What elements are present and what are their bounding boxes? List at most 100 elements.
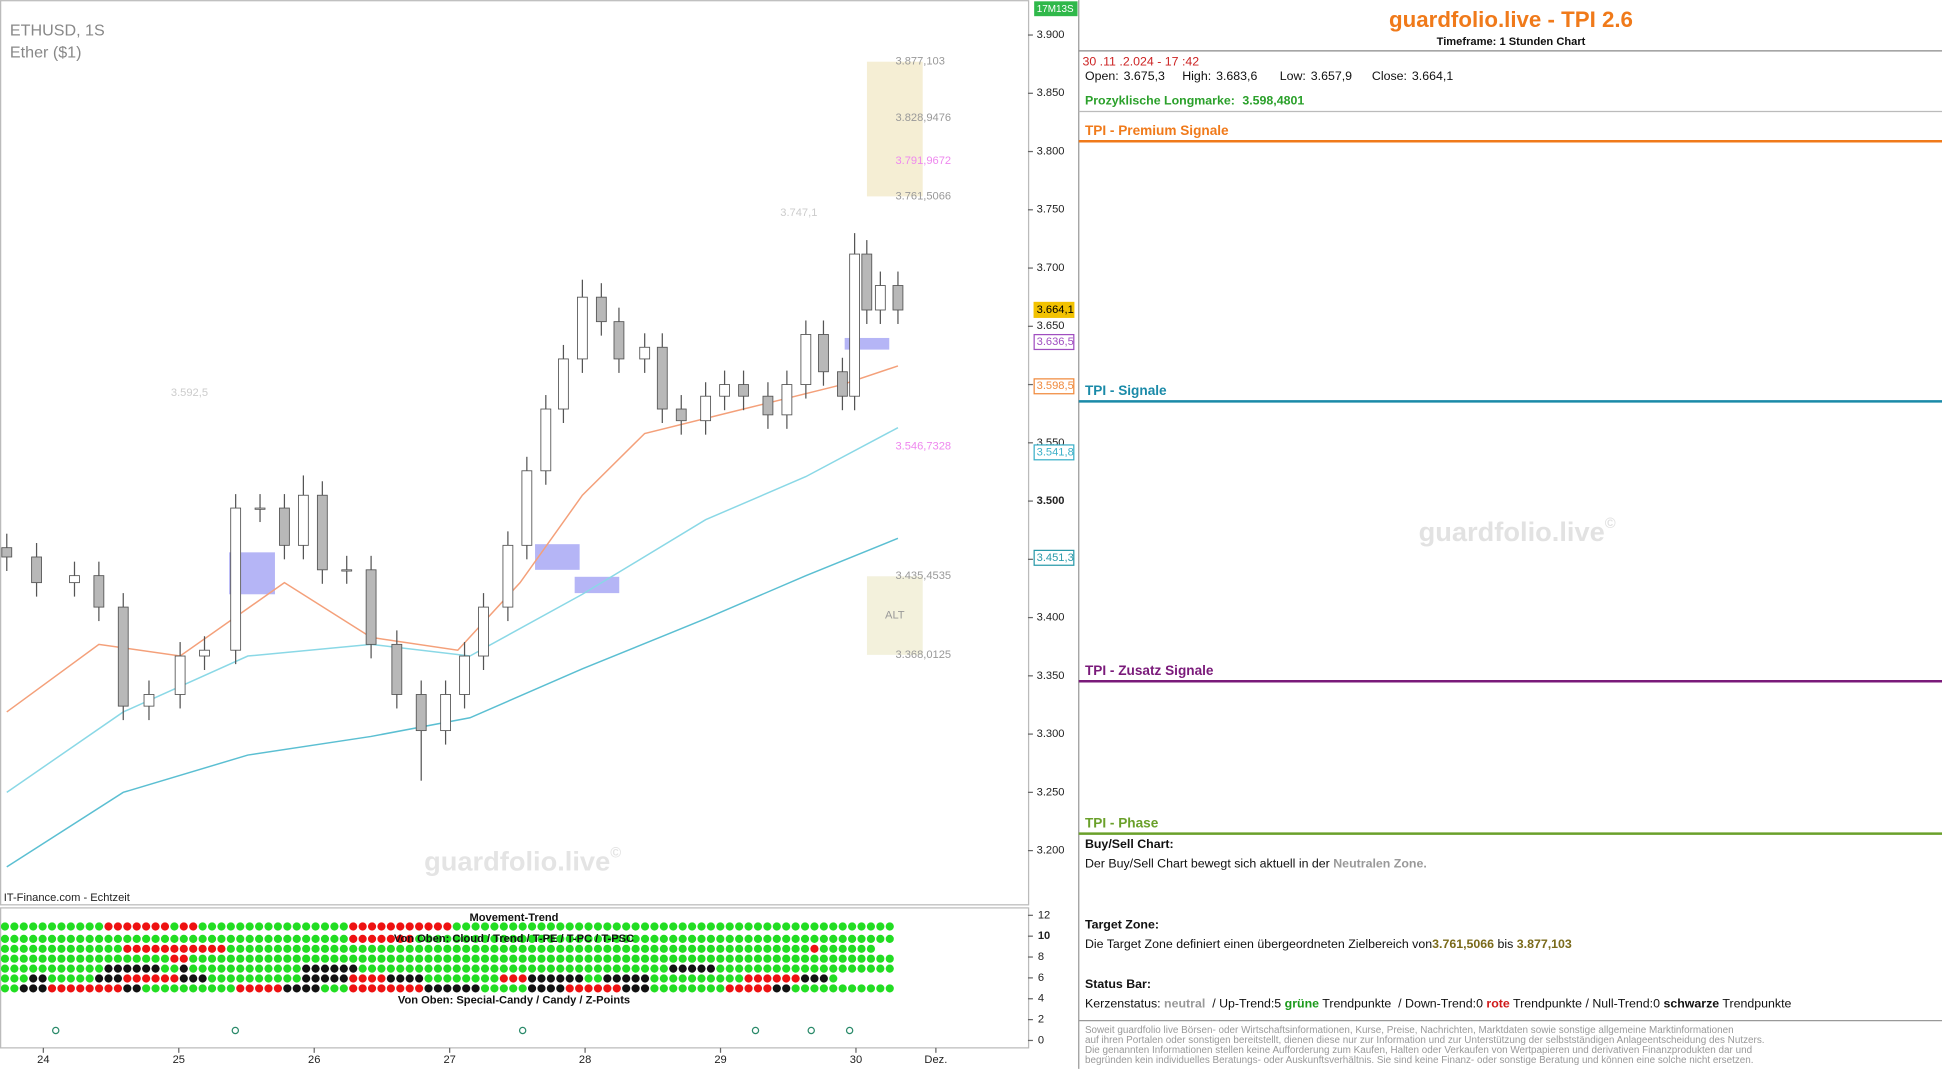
indicator-dot — [38, 964, 47, 973]
indicator-dot — [490, 922, 499, 931]
indicator-dot — [782, 922, 791, 931]
indicator-dot — [405, 922, 414, 931]
indicator-dot — [302, 944, 311, 953]
indicator-dot — [753, 944, 763, 953]
annotation: 3.435,4535 — [895, 570, 951, 582]
indicator-dot — [546, 974, 555, 983]
indicator-dot — [405, 934, 414, 943]
indicator-dot — [452, 922, 461, 931]
indicator-dot — [311, 964, 320, 973]
indicator-dot — [358, 954, 367, 963]
indicator-dot — [546, 964, 555, 973]
zone — [535, 544, 580, 570]
indicator-dot — [330, 954, 339, 963]
indicator-dot — [245, 984, 254, 993]
indicator-dot — [556, 934, 565, 943]
indicator-dot — [857, 934, 866, 943]
indicator-dot — [565, 954, 574, 963]
indicator-dot — [669, 964, 678, 973]
indicator-dot — [725, 954, 734, 963]
indicator-dot — [772, 922, 781, 931]
indicator-dot — [66, 964, 75, 973]
indicator-dot — [575, 954, 584, 963]
indicator-dot — [857, 964, 866, 973]
indicator-dot — [490, 934, 499, 943]
indicator-dot — [10, 954, 19, 963]
indicator-dot — [349, 974, 358, 983]
price-tag-box — [1033, 549, 1075, 566]
indicator-dot — [311, 922, 320, 931]
indicator-dot — [819, 964, 828, 973]
price-tag-box — [1033, 333, 1075, 351]
indicator-dot — [669, 974, 678, 983]
candle-body — [230, 507, 242, 651]
indicator-dot — [829, 944, 838, 953]
indicator-dot — [819, 934, 828, 943]
indicator-dot — [226, 974, 235, 983]
indicator-dot — [735, 934, 744, 943]
indicator-dot — [320, 974, 330, 983]
indicator-dot — [556, 984, 565, 993]
indicator-dot — [462, 922, 471, 931]
z-point — [845, 1026, 854, 1035]
price-tag-box — [1033, 378, 1075, 395]
indicator-dot — [848, 934, 857, 943]
indicator-dot — [452, 974, 461, 983]
indicator-dot — [848, 922, 857, 931]
indicator-dot — [123, 974, 132, 983]
indicator-dot — [735, 944, 744, 953]
annotation: 3.592,5 — [171, 387, 208, 399]
indicator-dot — [885, 984, 894, 993]
indicator-dot — [772, 934, 781, 943]
indicator-dot — [57, 934, 66, 943]
indicator-dot — [819, 974, 828, 983]
indicator-dot — [273, 922, 283, 931]
candle-body — [391, 643, 403, 695]
indicator-dot — [518, 934, 527, 943]
indicator-dot — [10, 922, 19, 931]
indicator-dot — [255, 954, 264, 963]
indicator-dot — [358, 974, 367, 983]
indicator-dot — [311, 984, 320, 993]
indicator-dot — [255, 922, 264, 931]
indicator-dot — [584, 984, 593, 993]
indicator-dot — [320, 984, 330, 993]
indicator-dot — [424, 964, 433, 973]
indicator-dot — [104, 974, 113, 983]
indicator-dot — [292, 954, 301, 963]
indicator-dot — [415, 954, 424, 963]
indicator-tick-label: 6 — [1038, 972, 1044, 984]
indicator-dot — [763, 922, 772, 931]
x-tick-label: 28 — [579, 1054, 591, 1066]
indicator-dot — [603, 984, 612, 993]
indicator-dot — [480, 984, 490, 993]
indicator-dot — [810, 974, 819, 983]
indicator-dot — [546, 984, 555, 993]
indicator-dot — [85, 974, 94, 983]
indicator-dot — [725, 944, 734, 953]
indicator-dot — [76, 984, 85, 993]
indicator-dot — [264, 974, 273, 983]
indicator-dot — [264, 984, 273, 993]
indicator-dot — [791, 974, 800, 983]
indicator-dot — [631, 922, 640, 931]
indicator-dot — [518, 964, 527, 973]
indicator-dot — [471, 934, 480, 943]
indicator-dot — [19, 964, 28, 973]
panel-title: guardfolio.live - TPI 2.6 — [1389, 7, 1633, 32]
y-tick-label: 3.400 — [1037, 612, 1065, 624]
indicator-dot — [151, 974, 160, 983]
indicator-dot — [782, 944, 791, 953]
indicator-dot — [179, 944, 188, 953]
indicator-dot — [245, 954, 254, 963]
indicator-dot — [565, 934, 574, 943]
indicator-dot — [330, 974, 339, 983]
indicator-dot — [490, 944, 499, 953]
indicator-dot — [405, 954, 414, 963]
candle-body — [31, 556, 42, 584]
indicator-dot — [697, 954, 706, 963]
indicator-dot — [706, 944, 715, 953]
indicator-dot — [292, 922, 301, 931]
